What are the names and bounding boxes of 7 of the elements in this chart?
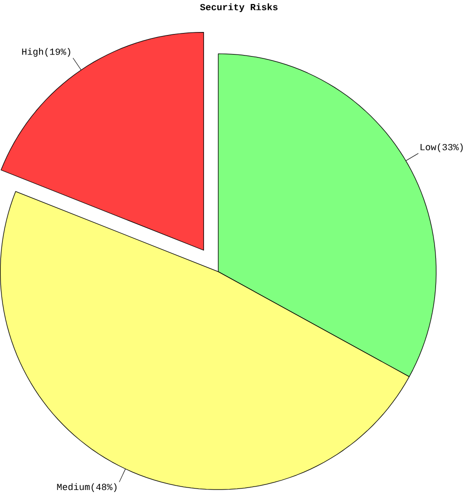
slice-label: High <box>22 48 43 57</box>
data-label: (48%) <box>92 483 116 492</box>
slice-label: Medium <box>57 483 90 490</box>
data-label: (19%) <box>45 48 70 57</box>
chart-title: Security Risks <box>200 3 278 12</box>
data-label: (33%) <box>438 143 463 152</box>
slice-label: Low <box>420 144 436 150</box>
